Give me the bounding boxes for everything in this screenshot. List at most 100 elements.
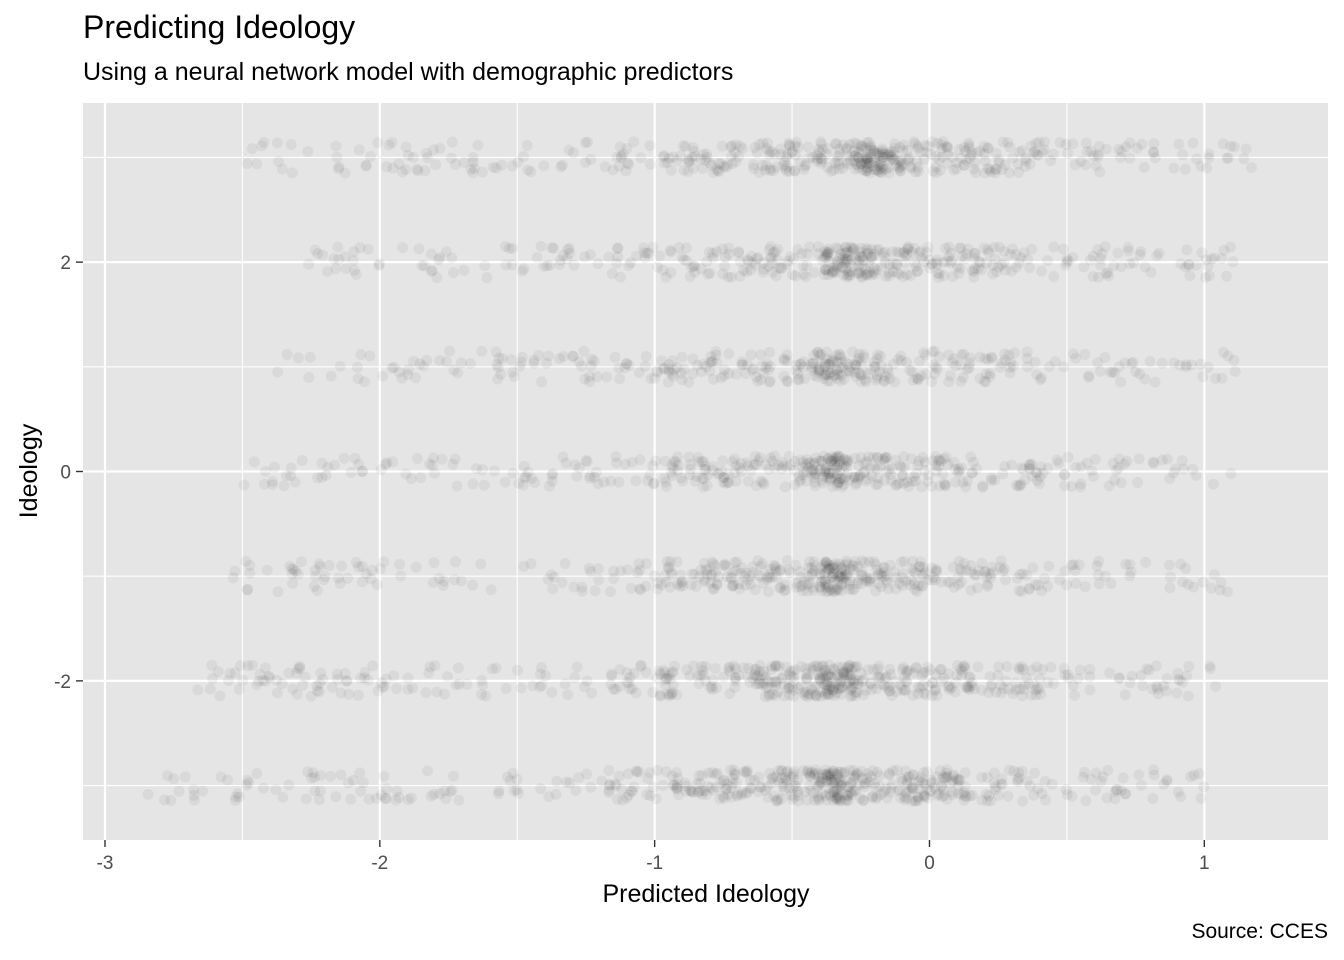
data-point [713, 571, 725, 583]
data-point [891, 246, 903, 258]
data-point [899, 684, 911, 696]
data-point [659, 362, 671, 374]
data-point [851, 477, 863, 489]
data-point [814, 582, 826, 594]
data-point [858, 689, 870, 701]
data-point [363, 793, 375, 805]
data-point [1031, 467, 1043, 479]
data-point [1092, 569, 1104, 581]
data-point [844, 659, 856, 671]
data-point [834, 375, 846, 387]
data-point [294, 662, 306, 674]
data-point [285, 139, 297, 150]
data-point [1118, 458, 1130, 470]
data-point [304, 351, 316, 363]
data-point [837, 666, 849, 678]
data-point [1073, 559, 1085, 571]
data-point [879, 455, 891, 467]
data-point [273, 156, 285, 167]
data-point [543, 480, 555, 492]
data-point [951, 261, 963, 272]
data-point [1120, 558, 1132, 570]
data-point [838, 666, 850, 678]
data-point [872, 569, 884, 581]
data-point [1074, 664, 1086, 676]
data-point [805, 358, 817, 370]
data-point [819, 361, 831, 373]
data-point [831, 365, 843, 377]
data-point [1171, 687, 1183, 699]
data-point [938, 453, 950, 465]
data-point [419, 165, 431, 177]
data-point [814, 673, 826, 685]
data-point [531, 252, 543, 263]
data-point [794, 476, 806, 488]
data-point [785, 459, 797, 471]
data-point [789, 456, 801, 467]
data-point [1210, 372, 1222, 384]
data-point [806, 569, 818, 581]
data-point [760, 672, 772, 684]
data-point [897, 663, 908, 675]
data-point [874, 671, 886, 683]
data-point [697, 665, 709, 677]
data-point [592, 478, 604, 490]
data-point [881, 569, 893, 581]
data-point [845, 670, 857, 682]
data-point [818, 269, 830, 281]
data-point [570, 784, 582, 796]
data-point [930, 574, 941, 586]
data-point [303, 372, 315, 383]
data-point [834, 683, 845, 695]
data-point [866, 684, 878, 695]
data-point [869, 360, 881, 372]
data-point [862, 368, 873, 380]
data-point [311, 680, 323, 692]
data-point [930, 668, 942, 680]
data-point [764, 360, 776, 372]
data-point [776, 457, 788, 468]
data-point [1075, 478, 1087, 490]
data-point [789, 479, 801, 491]
data-point [1058, 361, 1070, 373]
data-point [1049, 356, 1061, 368]
data-point [749, 664, 761, 675]
data-point [893, 477, 905, 489]
data-point [832, 771, 844, 783]
data-point [447, 458, 459, 470]
data-point [841, 271, 853, 283]
data-point [339, 251, 351, 263]
data-point [824, 768, 836, 780]
data-point [936, 780, 947, 792]
data-point [856, 675, 868, 687]
data-point [276, 678, 288, 690]
data-point [856, 566, 868, 578]
data-point [244, 560, 256, 571]
data-point [774, 565, 786, 577]
data-point [758, 665, 770, 677]
data-point [841, 455, 853, 467]
data-point [815, 576, 827, 588]
data-point [546, 475, 558, 487]
data-point [736, 562, 748, 574]
data-point [973, 256, 985, 268]
data-point [842, 679, 853, 690]
data-point [520, 471, 532, 483]
data-point [820, 764, 832, 776]
data-point [823, 788, 835, 800]
data-point [316, 457, 328, 469]
data-point [308, 581, 320, 592]
data-point [764, 568, 775, 580]
data-point [581, 675, 593, 687]
data-point [759, 691, 771, 703]
data-point [858, 349, 869, 360]
data-point [793, 790, 804, 801]
data-point [804, 770, 816, 782]
data-point [1048, 678, 1060, 690]
data-point [546, 469, 558, 481]
data-point [792, 795, 804, 807]
data-point [434, 788, 446, 800]
data-point [729, 671, 741, 683]
data-point [648, 478, 660, 490]
chart-subtitle: Using a neural network model with demogr… [83, 58, 734, 86]
